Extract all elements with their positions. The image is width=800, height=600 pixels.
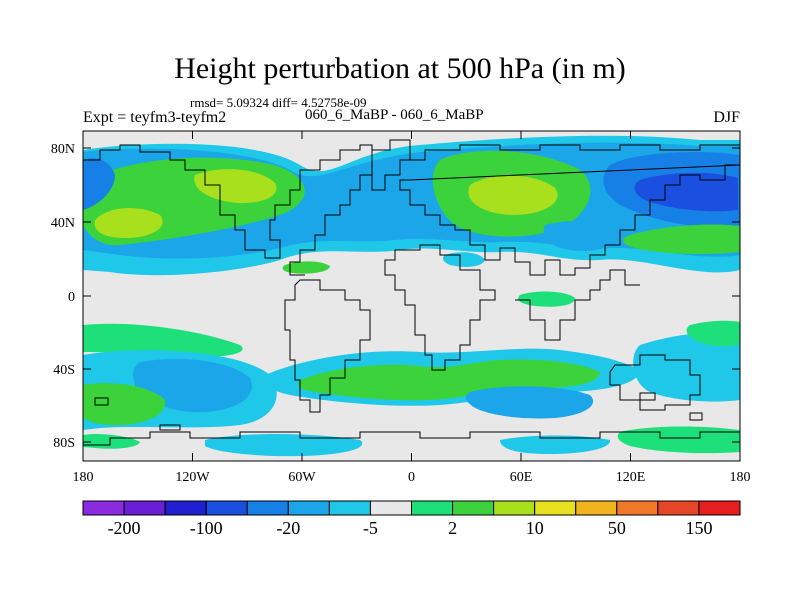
colorbar-swatch (123, 500, 166, 516)
colorbar-swatch (369, 500, 412, 516)
north-pacific-deepblue (634, 172, 738, 212)
contour-field (83, 131, 740, 461)
colorbar-swatch (493, 500, 536, 516)
coastline-eurasia (399, 144, 740, 276)
coastline-australia (609, 354, 701, 411)
colorbar-swatch (164, 500, 207, 516)
colorbar-label: -20 (276, 518, 300, 538)
y-tick-label: 0 (68, 290, 75, 305)
eq-teal-east (518, 291, 575, 307)
coastlines (83, 139, 740, 446)
south-band-green-west (83, 383, 166, 425)
south-band-green-center (298, 359, 600, 401)
x-tick-label: 180 (73, 470, 94, 485)
colorbar-swatch (205, 500, 248, 516)
south-band-teal-east (686, 320, 740, 347)
colorbar-swatch (452, 500, 495, 516)
stats-line: rmsd= 5.09324 diff= 4.52758e-09 (190, 95, 367, 110)
x-tick-label: 60W (288, 470, 316, 485)
colorbar: -200 -100 -20 -5 2 10 50 150 (82, 500, 741, 538)
map-title: Height perturbation at 500 hPa (in m) (174, 52, 626, 85)
north-west-darkblue (83, 158, 115, 210)
colorbar-swatch (328, 500, 371, 516)
south-band-teal (83, 323, 243, 357)
coastline-india-se-asia (515, 269, 640, 341)
colorbar-label: -100 (190, 518, 223, 538)
colorbar-swatch (246, 500, 289, 516)
north-band-yellowgreen-eurasia (468, 175, 558, 215)
eq-green-west (282, 261, 330, 274)
north-central-blue (543, 221, 615, 251)
coastline-africa (384, 244, 496, 371)
x-tick-label: 180 (730, 470, 751, 485)
y-tick-label: 80N (51, 142, 75, 157)
colorbar-label: 50 (608, 518, 626, 538)
colorbar-label: 150 (685, 518, 712, 538)
runs-label: 060_6_MaBP - 060_6_MaBP (305, 107, 484, 123)
y-tick-label: 40S (53, 363, 75, 378)
colorbar-swatch (616, 500, 659, 516)
colorbar-swatch (287, 500, 330, 516)
south-band-blue-lower (465, 386, 594, 419)
eq-blue-east (442, 252, 485, 267)
coastline-south-america (284, 279, 371, 413)
x-tick-label: 60E (510, 470, 533, 485)
south-band-lightblue-east (633, 331, 740, 402)
south-high-lightblue-east (500, 435, 611, 454)
colorbar-swatch (534, 500, 577, 516)
coastline-greenland (371, 139, 411, 191)
experiment-label: Expt = teyfm3-teyfm2 (83, 109, 227, 126)
colorbar-label: 2 (448, 518, 457, 538)
coastline-islands (94, 392, 703, 431)
north-band-yellowgreen-west (94, 208, 163, 238)
colorbar-swatch (698, 500, 741, 516)
x-tick-label: 0 (408, 470, 415, 485)
coastline-antarctica (83, 431, 740, 446)
season-label: DJF (713, 109, 740, 126)
colorbar-swatch (411, 500, 454, 516)
colorbar-swatch (82, 500, 125, 516)
colorbar-label: 10 (526, 518, 544, 538)
x-tick-label: 120W (175, 470, 210, 485)
north-east-green (623, 224, 740, 255)
y-tick-label: 80S (53, 436, 75, 451)
y-tick-label: 40N (51, 216, 75, 231)
colorbar-swatch (575, 500, 618, 516)
south-high-lightblue (205, 434, 363, 457)
north-band-yellowgreen-america (194, 169, 277, 204)
colorbar-label: -5 (363, 518, 378, 538)
axis-ticks: 180 120W 60W 0 60E 120E 180 80N 40N 0 40S 80S (51, 131, 751, 485)
colorbar-label: -200 (108, 518, 141, 538)
south-high-teal-east (617, 426, 740, 454)
colorbar-swatch (657, 500, 700, 516)
x-tick-label: 120E (616, 470, 646, 485)
coastline-north-america (83, 144, 373, 276)
